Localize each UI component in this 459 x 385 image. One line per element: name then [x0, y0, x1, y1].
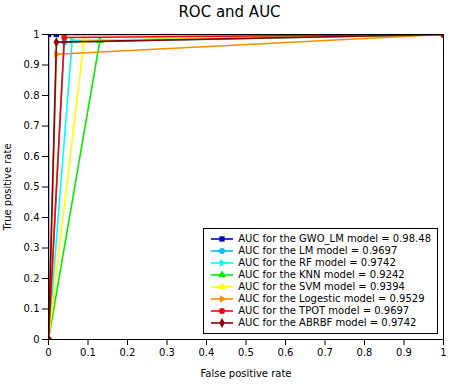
html-text:AUC for the KNN model = 0.9242: AUC for the KNN model = 0.9242	[238, 269, 405, 280]
svg-text:0.8: 0.8	[357, 347, 373, 358]
svg-text:True positive rate: True positive rate	[2, 143, 13, 231]
svg-text:0.8: 0.8	[24, 90, 40, 101]
svg-text:0.9: 0.9	[24, 59, 40, 70]
svg-text:1: 1	[33, 29, 39, 40]
svg-text:0.6: 0.6	[24, 151, 40, 162]
html-text:AUC for the SVM model = 0.9394: AUC for the SVM model = 0.9394	[238, 281, 405, 292]
svg-text:0.2: 0.2	[120, 347, 136, 358]
svg-text:0.1: 0.1	[24, 303, 40, 314]
html-text:AUC for the Logestic model = 0: AUC for the Logestic model = 0.9529	[238, 293, 425, 304]
html-text:AUC for the ABRBF model = 0.97: AUC for the ABRBF model = 0.9742	[238, 317, 417, 328]
svg-text:0.2: 0.2	[24, 273, 40, 284]
html-text:AUC for the LM model = 0.9697: AUC for the LM model = 0.9697	[238, 245, 398, 256]
svg-text:0.6: 0.6	[278, 347, 294, 358]
html-text:ROC and AUC: ROC and AUC	[178, 3, 281, 21]
svg-text:0.3: 0.3	[24, 242, 40, 253]
svg-text:0.3: 0.3	[159, 347, 175, 358]
html-text:AUC for the GWO_LM model = 0.9: AUC for the GWO_LM model = 0.98.48	[238, 233, 431, 244]
svg-text:0: 0	[33, 334, 39, 345]
svg-text:0.7: 0.7	[317, 347, 333, 358]
svg-text:0.4: 0.4	[199, 347, 215, 358]
html-text:AUC for the RF model = 0.9742: AUC for the RF model = 0.9742	[238, 257, 396, 268]
svg-text:1: 1	[440, 347, 446, 358]
svg-text:0: 0	[45, 347, 51, 358]
svg-text:False positive rate: False positive rate	[201, 368, 292, 379]
svg-text:0.5: 0.5	[238, 347, 254, 358]
svg-text:0.5: 0.5	[24, 181, 40, 192]
svg-text:0.4: 0.4	[24, 212, 40, 223]
svg-text:0.9: 0.9	[396, 347, 412, 358]
html-text:AUC for the TPOT model = 0.969: AUC for the TPOT model = 0.9697	[238, 305, 410, 316]
svg-text:0.7: 0.7	[24, 120, 40, 131]
svg-text:0.1: 0.1	[80, 347, 96, 358]
